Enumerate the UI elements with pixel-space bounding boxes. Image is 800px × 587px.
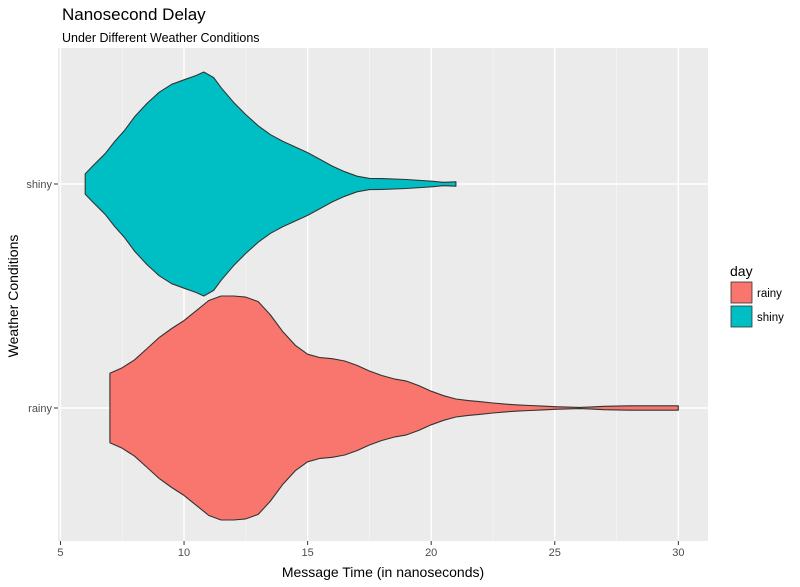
x-tick-label: 10 xyxy=(178,547,190,559)
chart-subtitle: Under Different Weather Conditions xyxy=(62,31,260,45)
x-tick-label: 5 xyxy=(57,547,63,559)
x-axis-title: Message Time (in nanoseconds) xyxy=(282,564,484,580)
x-tick-label: 15 xyxy=(301,547,313,559)
x-tick-label: 20 xyxy=(425,547,437,559)
chart-title: Nanosecond Delay xyxy=(62,5,206,24)
y-axis: rainy shiny xyxy=(26,179,58,415)
legend-title: day xyxy=(730,263,753,279)
legend-label-rainy: rainy xyxy=(757,288,782,300)
y-axis-title: Weather Conditions xyxy=(5,235,21,358)
x-axis: 5 10 15 20 25 30 xyxy=(57,541,684,559)
legend: day rainy shiny xyxy=(730,263,784,328)
violin-rainy xyxy=(109,295,679,521)
x-tick-label: 25 xyxy=(549,547,561,559)
minor-gridlines xyxy=(121,48,617,541)
legend-label-shiny: shiny xyxy=(757,312,784,324)
legend-key-rainy xyxy=(730,281,753,304)
violin-shiny xyxy=(84,71,457,297)
y-tick-label: shiny xyxy=(26,179,52,191)
x-tick-label: 30 xyxy=(672,547,684,559)
legend-key-shiny xyxy=(730,305,753,328)
y-tick-label: rainy xyxy=(28,403,52,415)
violins xyxy=(84,71,679,521)
